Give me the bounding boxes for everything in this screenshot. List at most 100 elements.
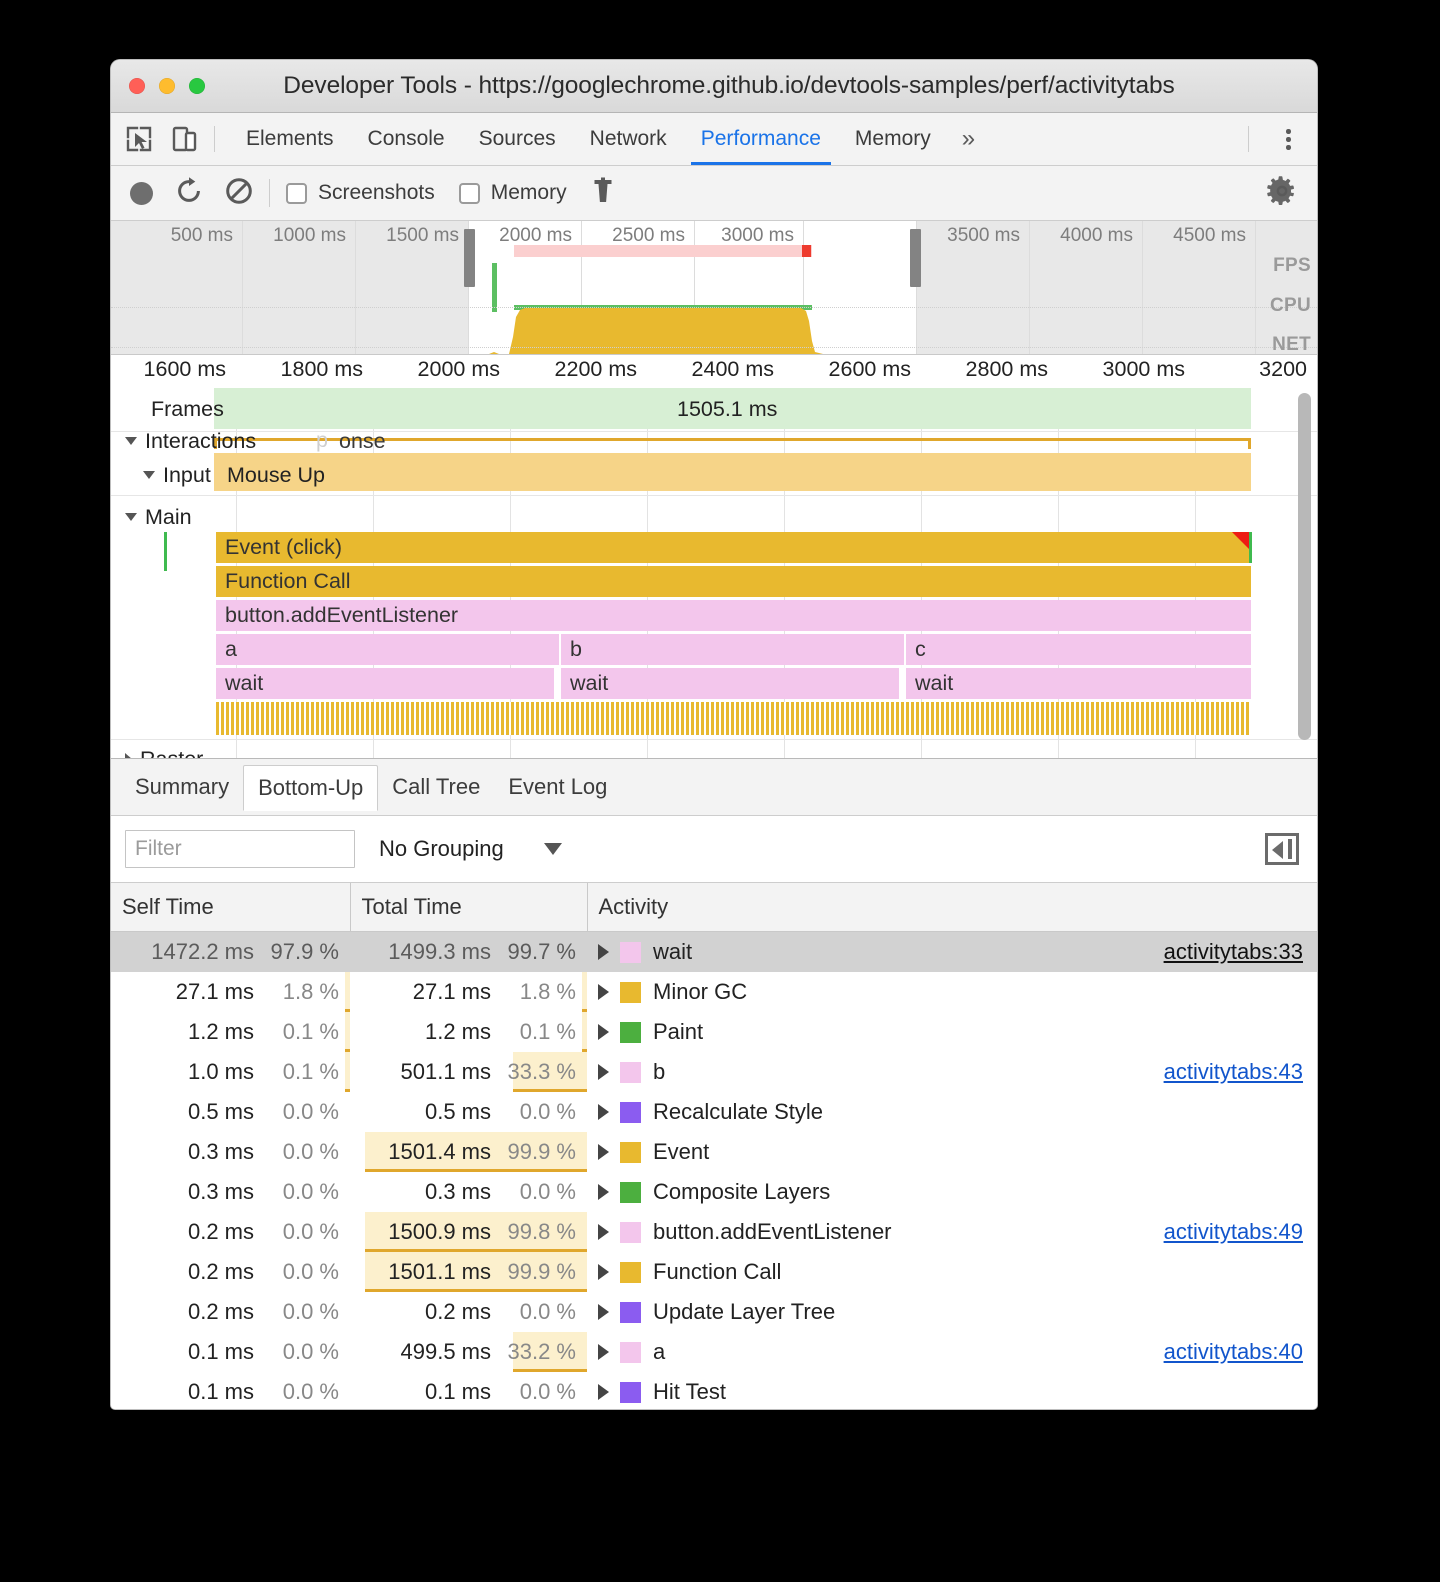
table-row[interactable]: 27.1 ms 1.8 % 27.1 ms 1.8 % Minor GC	[111, 972, 1317, 1012]
group-title-interactions[interactable]: Interactions	[125, 429, 256, 454]
column-header-activity[interactable]: Activity	[587, 883, 1317, 932]
table-row[interactable]: 0.3 ms 0.0 % 0.3 ms 0.0 % Composite Layers	[111, 1172, 1317, 1212]
flame-chart-scrollbar[interactable]	[1298, 393, 1311, 740]
tab-memory[interactable]: Memory	[854, 127, 931, 150]
chevron-down-icon[interactable]	[125, 437, 137, 446]
table-row[interactable]: 0.3 ms 0.0 % 1501.4 ms 99.9 % Event	[111, 1132, 1317, 1172]
duration-value: 1.2 ms	[424, 1019, 491, 1044]
column-header-total-time[interactable]: Total Time	[350, 883, 588, 932]
record-icon[interactable]	[130, 181, 153, 205]
inspect-element-icon[interactable]	[122, 122, 156, 156]
expand-row-icon[interactable]	[598, 1064, 609, 1080]
more-options-icon[interactable]	[1273, 122, 1303, 156]
flame-bar-wait-c[interactable]: wait	[906, 668, 1251, 699]
expand-row-icon[interactable]	[598, 1024, 609, 1040]
expand-row-icon[interactable]	[598, 1224, 609, 1240]
duration-percent: 1.8 %	[282, 979, 339, 1004]
group-title-raster[interactable]: Raster	[125, 747, 203, 758]
overview-ruler: 500 ms 1000 ms 1500 ms 2000 ms 2500 ms 3…	[111, 221, 1317, 253]
table-row[interactable]: 0.1 ms 0.0 % 0.1 ms 0.0 % Hit Test	[111, 1372, 1317, 1409]
flame-bar-a[interactable]: a	[216, 634, 559, 665]
expand-row-icon[interactable]	[598, 984, 609, 1000]
chevron-down-icon[interactable]	[143, 471, 155, 480]
overview-selection-handle-right[interactable]	[910, 229, 921, 287]
interaction-mouse-up-bar[interactable]	[214, 453, 1251, 491]
flame-bar-function-call[interactable]: Function Call	[216, 566, 1251, 597]
expand-row-icon[interactable]	[598, 1184, 609, 1200]
flame-chart[interactable]: 1600 ms 1800 ms 2000 ms 2200 ms 2400 ms …	[111, 355, 1317, 758]
overview-selection-handle-left[interactable]	[464, 229, 475, 287]
column-header-self-time[interactable]: Self Time	[111, 883, 351, 932]
duration-value: 0.3 ms	[424, 1179, 491, 1204]
expand-row-icon[interactable]	[598, 1144, 609, 1160]
memory-checkbox[interactable]: Memory	[458, 181, 567, 205]
expand-row-icon[interactable]	[598, 1104, 609, 1120]
expand-row-icon[interactable]	[598, 944, 609, 960]
chevron-down-icon[interactable]	[543, 843, 562, 855]
minimize-button[interactable]	[159, 78, 175, 94]
chevron-right-icon[interactable]	[125, 753, 132, 758]
flame-bar-label: a	[225, 637, 237, 661]
flame-bar-wait-a[interactable]: wait	[216, 668, 554, 699]
overview-tick: 3500 ms	[947, 225, 1020, 246]
timeline-overview[interactable]: 500 ms 1000 ms 1500 ms 2000 ms 2500 ms 3…	[111, 221, 1317, 355]
tab-performance[interactable]: Performance	[684, 113, 838, 165]
tab-console[interactable]: Console	[367, 127, 445, 150]
duration-value: 1501.4 ms	[388, 1139, 491, 1164]
more-tabs-icon[interactable]: »	[961, 125, 976, 152]
tab-event-log[interactable]: Event Log	[508, 774, 608, 799]
activity-name: Function Call	[653, 1259, 782, 1284]
tab-sources[interactable]: Sources	[478, 127, 556, 150]
clear-recording-icon[interactable]	[225, 177, 253, 210]
tab-network[interactable]: Network	[589, 127, 667, 150]
table-row[interactable]: 0.1 ms 0.0 % 499.5 ms 33.2 % a activitytabs:4…	[111, 1332, 1317, 1372]
screenshots-checkbox[interactable]: Screenshots	[286, 181, 435, 205]
flame-bar-event-green-edge	[1249, 532, 1252, 563]
flame-bar-label: Event (click)	[225, 535, 343, 559]
table-row[interactable]: 1.0 ms 0.1 % 501.1 ms 33.3 % b activitytabs:4…	[111, 1052, 1317, 1092]
source-link[interactable]: activitytabs:33	[1163, 939, 1303, 964]
trash-icon[interactable]	[591, 177, 615, 210]
maximize-button[interactable]	[189, 78, 205, 94]
flame-bar-minor-gc-hatched[interactable]	[216, 702, 1251, 735]
filter-input[interactable]	[125, 830, 355, 868]
expand-row-icon[interactable]	[598, 1384, 609, 1400]
flame-bar-event-click[interactable]: Event (click)	[216, 532, 1249, 563]
reload-and-record-icon[interactable]	[175, 176, 203, 210]
chevron-down-icon[interactable]	[125, 513, 137, 522]
table-row[interactable]: 0.5 ms 0.0 % 0.5 ms 0.0 % Recalculate Style	[111, 1092, 1317, 1132]
table-row[interactable]: 1.2 ms 0.1 % 1.2 ms 0.1 % Paint	[111, 1012, 1317, 1052]
frames-track-bar[interactable]	[214, 388, 1251, 429]
self-time-cell: 0.1 ms 0.0 %	[111, 1372, 350, 1409]
tab-elements[interactable]: Elements	[246, 127, 334, 150]
memory-checkbox-box[interactable]	[458, 182, 480, 204]
flame-bar-wait-b[interactable]: wait	[561, 668, 899, 699]
table-row[interactable]: 1472.2 ms 97.9 % 1499.3 ms 99.7 % wait activi…	[111, 931, 1317, 972]
source-link[interactable]: activitytabs:40	[1163, 1339, 1303, 1364]
expand-row-icon[interactable]	[598, 1264, 609, 1280]
duration-percent: 0.0 %	[519, 1299, 576, 1324]
collapse-sidebar-icon[interactable]	[1265, 833, 1299, 865]
expand-row-icon[interactable]	[598, 1344, 609, 1360]
tab-summary[interactable]: Summary	[135, 774, 230, 799]
flame-bar-add-event-listener[interactable]: button.addEventListener	[216, 600, 1251, 631]
source-link[interactable]: activitytabs:49	[1163, 1219, 1303, 1244]
device-toolbar-icon[interactable]	[167, 122, 201, 156]
source-link[interactable]: activitytabs:43	[1163, 1059, 1303, 1084]
group-title-main[interactable]: Main	[125, 505, 192, 530]
screenshots-checkbox-box[interactable]	[286, 182, 307, 204]
close-button[interactable]	[129, 78, 145, 94]
flame-bar-c[interactable]: c	[906, 634, 1251, 665]
flame-bar-b[interactable]: b	[561, 634, 904, 665]
tab-call-tree[interactable]: Call Tree	[392, 774, 481, 799]
table-row[interactable]: 0.2 ms 0.0 % 1500.9 ms 99.8 % button.addEven…	[111, 1212, 1317, 1252]
interaction-row-title[interactable]: Input	[143, 463, 211, 488]
total-time-cell: 1501.4 ms 99.9 %	[350, 1132, 587, 1172]
expand-row-icon[interactable]	[598, 1304, 609, 1320]
tab-bottom-up[interactable]: Bottom-Up	[243, 764, 379, 811]
overview-track-label-cpu: CPU	[1269, 295, 1311, 316]
table-row[interactable]: 0.2 ms 0.0 % 0.2 ms 0.0 % Update Layer Tree	[111, 1292, 1317, 1332]
gear-icon[interactable]	[1266, 175, 1298, 212]
grouping-select[interactable]: No Grouping	[379, 836, 504, 861]
table-row[interactable]: 0.2 ms 0.0 % 1501.1 ms 99.9 % Function Call	[111, 1252, 1317, 1292]
